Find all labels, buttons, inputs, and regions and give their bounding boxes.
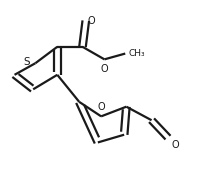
Text: O: O bbox=[101, 64, 108, 74]
Text: O: O bbox=[88, 16, 96, 26]
Text: O: O bbox=[97, 102, 105, 112]
Text: O: O bbox=[171, 140, 179, 150]
Text: S: S bbox=[23, 57, 30, 67]
Text: CH₃: CH₃ bbox=[129, 49, 145, 58]
